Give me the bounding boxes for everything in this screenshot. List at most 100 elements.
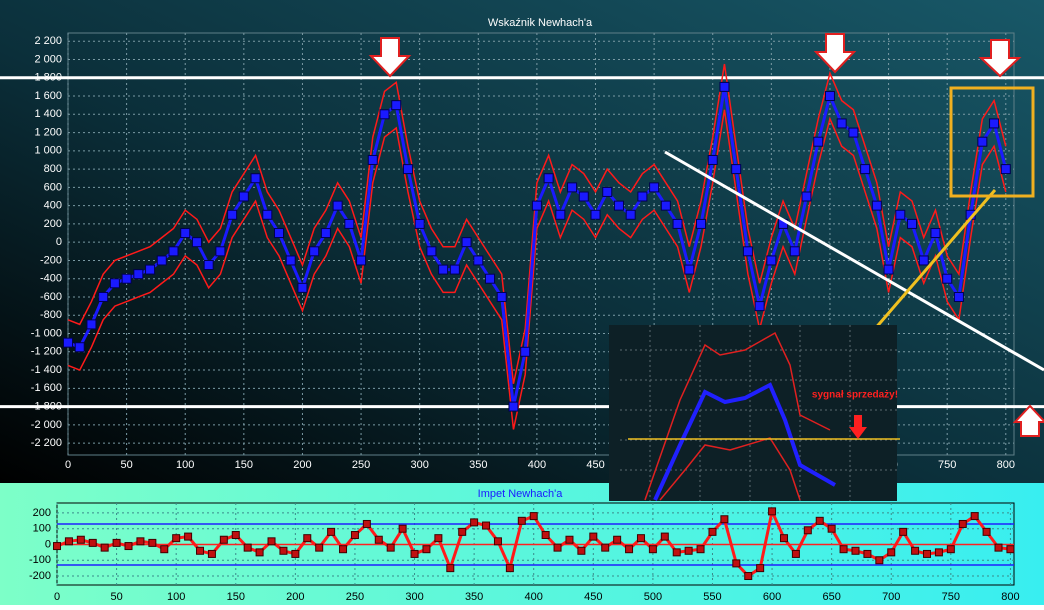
- y-tick-label: 2 000: [34, 53, 62, 65]
- series-line: [67, 109, 1007, 430]
- data-point: [531, 200, 542, 211]
- inset-background: [609, 325, 897, 501]
- x-tick-label: 100: [176, 459, 194, 471]
- data-point: [731, 164, 742, 175]
- data-point: [613, 200, 624, 211]
- data-point: [231, 531, 240, 540]
- data-point: [803, 526, 812, 535]
- data-point: [315, 543, 324, 552]
- data-point: [63, 337, 73, 348]
- data-point: [590, 209, 601, 220]
- arrow-down: [978, 39, 1022, 78]
- data-point: [172, 534, 181, 543]
- x-tick-label: 450: [586, 459, 604, 471]
- x-tick-label: 150: [235, 459, 253, 471]
- y-tick-label: -1 600: [31, 382, 62, 394]
- y-tick-label: -2 200: [31, 437, 62, 449]
- data-point: [207, 549, 216, 558]
- data-point: [648, 545, 657, 554]
- x-tick-label: 200: [286, 591, 304, 603]
- data-point: [297, 282, 308, 293]
- data-point: [839, 545, 848, 554]
- data-point: [53, 542, 61, 551]
- data-point: [660, 200, 671, 211]
- data-point: [567, 182, 578, 193]
- data-point: [438, 264, 449, 275]
- data-point: [946, 545, 955, 554]
- data-point: [930, 228, 941, 239]
- x-tick-label: 400: [528, 459, 546, 471]
- data-point: [356, 255, 367, 266]
- x-tick-label: 50: [110, 591, 122, 603]
- data-point: [768, 507, 777, 516]
- data-point: [977, 136, 988, 147]
- data-point: [374, 535, 383, 544]
- data-point: [255, 548, 264, 557]
- data-point: [362, 519, 371, 528]
- data-point: [402, 164, 413, 175]
- data-point: [958, 519, 967, 528]
- data-point: [982, 527, 991, 536]
- x-tick-label: 750: [942, 591, 960, 603]
- y-tick-label: 200: [44, 218, 62, 230]
- data-point: [871, 200, 882, 211]
- data-point: [791, 549, 800, 558]
- data-point: [449, 264, 460, 275]
- data-point: [410, 549, 419, 558]
- data-point: [660, 532, 669, 541]
- impulse-chart: Impet Newhach'a -200 -100 0 100 200 0 50 100 150 2…: [29, 488, 1020, 603]
- y-tick-label: -1 000: [31, 327, 62, 339]
- inset-line: [653, 382, 836, 501]
- data-point: [243, 543, 252, 552]
- data-point: [124, 542, 133, 551]
- y-tick-label: -2 000: [31, 419, 62, 431]
- data-point: [461, 237, 472, 248]
- data-point: [887, 548, 896, 557]
- data-point: [203, 260, 214, 271]
- data-point: [156, 255, 167, 266]
- data-point: [446, 564, 455, 573]
- data-point: [696, 545, 705, 554]
- data-point: [863, 549, 872, 558]
- chart-title: Impet Newhach'a: [478, 488, 564, 500]
- x-tick-label: 550: [703, 591, 721, 603]
- data-point: [719, 81, 730, 92]
- data-point: [86, 319, 97, 330]
- data-point: [339, 545, 348, 554]
- x-tick-label: 250: [352, 459, 370, 471]
- data-point: [555, 209, 566, 220]
- data-point: [379, 109, 390, 120]
- x-tick-label: 700: [882, 591, 900, 603]
- x-tick-label: 800: [1001, 591, 1019, 603]
- data-point: [485, 273, 496, 284]
- data-point: [215, 246, 226, 257]
- data-point: [98, 291, 109, 302]
- data-point: [899, 527, 908, 536]
- data-point: [520, 346, 531, 357]
- y-tick-label: 800: [44, 163, 62, 175]
- data-point: [815, 516, 824, 525]
- data-point: [970, 512, 979, 521]
- data-point: [422, 545, 431, 554]
- data-point: [994, 543, 1003, 552]
- data-point: [64, 537, 73, 546]
- data-point: [541, 531, 550, 540]
- signal-label: sygnał sprzedaży!: [812, 390, 898, 401]
- data-point: [267, 537, 276, 546]
- data-point: [756, 564, 765, 573]
- data-point: [732, 559, 741, 568]
- x-tick-label: 650: [822, 591, 840, 603]
- y-tick-label: 100: [33, 523, 51, 535]
- data-point: [907, 218, 918, 229]
- data-point: [74, 342, 85, 353]
- data-point: [279, 546, 288, 555]
- data-point: [470, 518, 479, 527]
- data-point: [109, 278, 120, 289]
- y-tick-label: 1 400: [34, 108, 62, 120]
- data-point: [493, 537, 502, 546]
- data-point: [553, 543, 562, 552]
- data-point: [100, 543, 109, 552]
- data-point: [953, 291, 964, 302]
- data-point: [720, 515, 729, 524]
- data-point: [320, 228, 331, 239]
